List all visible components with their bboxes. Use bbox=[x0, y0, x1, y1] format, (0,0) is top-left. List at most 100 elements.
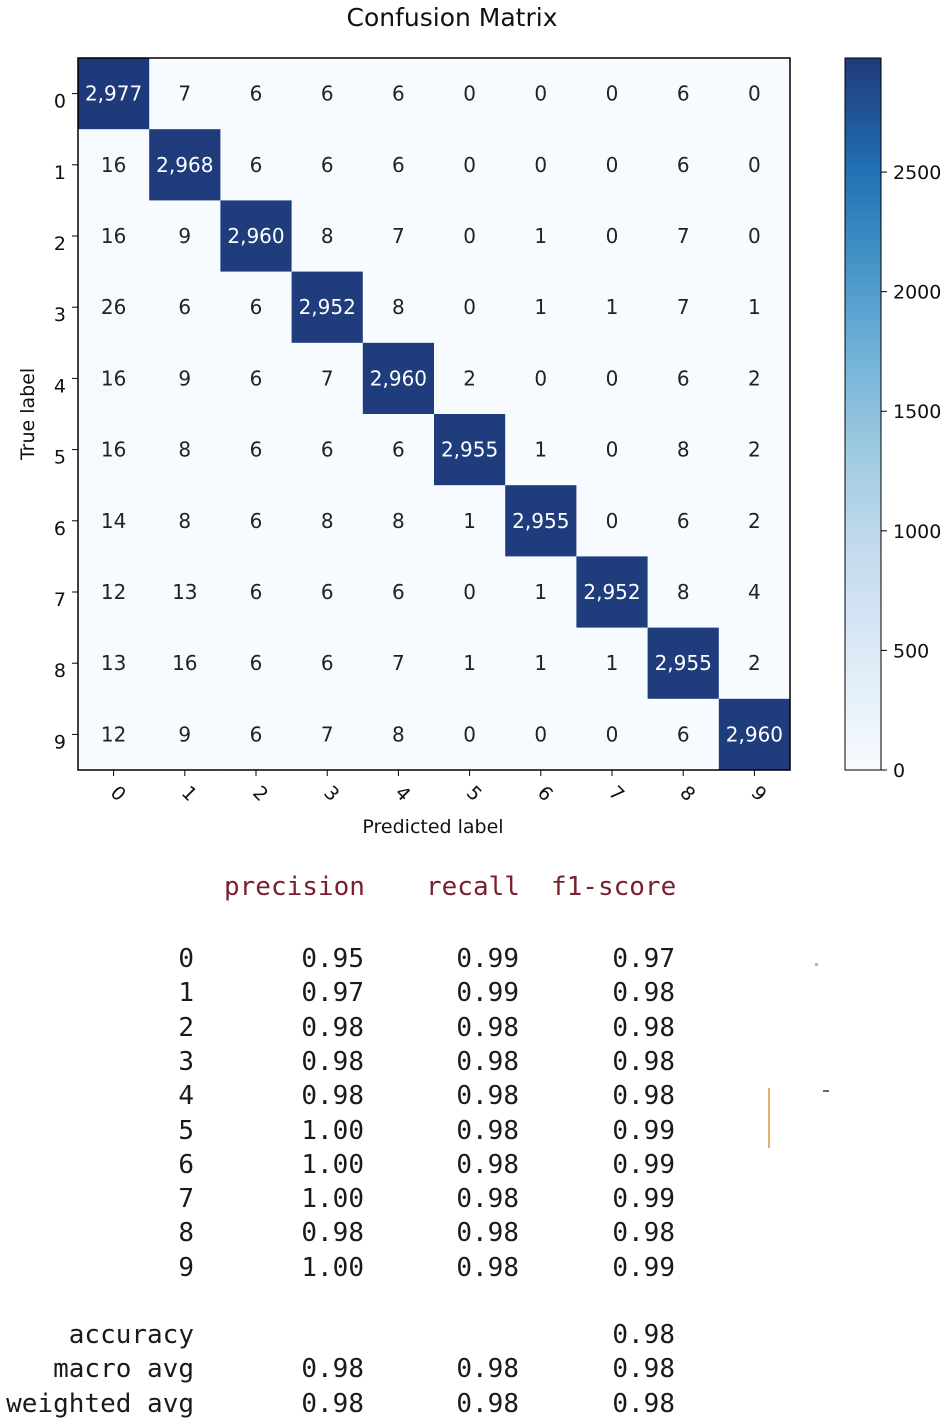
report-f1-value: 0.99 bbox=[612, 1252, 675, 1283]
cell-value-label: 16 bbox=[172, 651, 197, 675]
cell-value-label: 12 bbox=[101, 722, 126, 746]
report-precision-value: 0.95 bbox=[301, 944, 364, 974]
cell-value-label: 6 bbox=[392, 580, 405, 604]
cell-value-label: 0 bbox=[606, 722, 619, 746]
heatmap-cell bbox=[78, 342, 150, 415]
report-row-label: weighted avg bbox=[6, 1388, 194, 1419]
report-f1-value: 0.98 bbox=[612, 1354, 675, 1385]
cell-value-label: 2 bbox=[463, 366, 476, 390]
heatmap-cell bbox=[149, 58, 221, 130]
cell-value-label: 7 bbox=[677, 224, 690, 248]
report-recall-value: 0.98 bbox=[456, 1218, 519, 1249]
cell-value-label: 0 bbox=[463, 722, 476, 746]
cell-value-label: 0 bbox=[534, 82, 547, 106]
heatmap-cell bbox=[362, 414, 435, 486]
cell-value-label: 14 bbox=[101, 509, 126, 533]
heatmap-cell bbox=[220, 200, 293, 273]
heatmap-cell bbox=[505, 200, 577, 273]
cell-value-label: 4 bbox=[748, 580, 761, 604]
cell-value-label: 1 bbox=[606, 651, 619, 675]
heatmap-cell bbox=[647, 58, 720, 130]
heatmap-cell bbox=[647, 271, 720, 344]
cell-value-label: 0 bbox=[534, 722, 547, 746]
cell-value-label: 1 bbox=[463, 651, 476, 675]
heatmap-cell bbox=[149, 129, 221, 201]
cell-value-label: 0 bbox=[463, 82, 476, 106]
heatmap-cell bbox=[505, 271, 577, 344]
heatmap-cell bbox=[362, 271, 435, 344]
report-row-label: accuracy bbox=[68, 1320, 194, 1350]
cell-value-label: 0 bbox=[463, 295, 476, 319]
colorbar-tick-label: 2500 bbox=[893, 162, 941, 184]
heatmap-cell bbox=[576, 485, 649, 557]
heatmap-cell bbox=[78, 271, 150, 344]
cell-value-label: 1 bbox=[534, 651, 547, 675]
cell-value-label: 13 bbox=[172, 580, 197, 604]
cell-value-label: 8 bbox=[321, 224, 334, 248]
report-recall-value: 0.99 bbox=[456, 978, 519, 1009]
heatmap-cell bbox=[362, 58, 435, 130]
cell-value-label: 7 bbox=[392, 651, 405, 675]
heatmap-cell bbox=[505, 342, 577, 415]
report-row-label: 3 bbox=[178, 1046, 194, 1077]
cell-value-label: 2,955 bbox=[441, 438, 498, 462]
report-recall-value: 0.98 bbox=[456, 1115, 519, 1146]
heatmap-cell bbox=[149, 342, 221, 415]
report-f1-value: 0.98 bbox=[612, 1218, 675, 1249]
cell-value-label: 8 bbox=[178, 438, 191, 462]
heatmap-cell bbox=[78, 200, 150, 273]
cell-value-label: 7 bbox=[321, 722, 334, 746]
colorbar-tick-label: 1500 bbox=[893, 401, 941, 423]
cell-value-label: 2,955 bbox=[655, 651, 712, 675]
cell-value-label: 6 bbox=[321, 580, 334, 604]
cell-value-label: 7 bbox=[178, 82, 191, 106]
cell-value-label: 6 bbox=[321, 438, 334, 462]
heatmap-cell bbox=[78, 414, 150, 486]
heatmap-cell bbox=[362, 698, 435, 771]
cell-value-label: 8 bbox=[392, 509, 405, 533]
confusion-matrix-chart: Confusion Matrix 2,977 7 6 6 6 0 0 0 6 016 2,968 6 6… bbox=[17, 3, 941, 838]
x-tick-label: 2 bbox=[248, 782, 272, 806]
heatmap-cell bbox=[291, 200, 364, 273]
cell-value-label: 6 bbox=[392, 438, 405, 462]
cell-value-label: 0 bbox=[463, 580, 476, 604]
cell-value-label: 6 bbox=[677, 82, 690, 106]
report-precision-value: 1.00 bbox=[301, 1149, 364, 1180]
heatmap-cell bbox=[434, 627, 506, 700]
cell-value-label: 2,968 bbox=[156, 153, 213, 177]
header-f1-score: f1-score bbox=[551, 872, 677, 902]
y-tick-label: 9 bbox=[54, 731, 66, 753]
heatmap-cells: 2,977 7 6 6 6 0 0 0 6 016 2,968 6 6 6 0 0 0 6 016 9 2,960 8 7 0… bbox=[78, 58, 791, 771]
report-precision-value: 0.98 bbox=[301, 1218, 364, 1249]
colorbar bbox=[844, 57, 882, 771]
cell-value-label: 6 bbox=[250, 295, 263, 319]
plot-frame bbox=[77, 57, 791, 771]
heatmap-cell bbox=[291, 414, 364, 486]
heatmap-cell bbox=[220, 342, 293, 415]
cell-value-label: 6 bbox=[677, 722, 690, 746]
heatmap-cell bbox=[434, 342, 506, 415]
heatmap-cell bbox=[291, 627, 364, 700]
heatmap-cell bbox=[362, 556, 435, 629]
x-axis-ticks: 0 1 2 3 4 5 6 7 8 9 bbox=[106, 770, 771, 806]
heatmap-cell bbox=[362, 485, 435, 557]
cell-value-label: 6 bbox=[321, 82, 334, 106]
cell-value-label: 7 bbox=[392, 224, 405, 248]
cell-value-label: 2 bbox=[748, 509, 761, 533]
cell-value-label: 0 bbox=[606, 438, 619, 462]
cell-value-label: 0 bbox=[606, 366, 619, 390]
x-tick-label: 5 bbox=[462, 782, 486, 806]
heatmap-cell bbox=[362, 129, 435, 201]
report-f1-value: 0.98 bbox=[612, 1320, 675, 1350]
cell-value-label: 8 bbox=[392, 295, 405, 319]
heatmap-cell bbox=[362, 342, 435, 415]
heatmap-cell bbox=[220, 698, 293, 771]
cell-value-label: 16 bbox=[101, 366, 126, 390]
cell-value-label: 0 bbox=[748, 153, 761, 177]
heatmap-cell bbox=[505, 129, 577, 201]
heatmap-cell bbox=[149, 627, 221, 700]
heatmap-cell bbox=[647, 200, 720, 273]
heatmap-cell bbox=[647, 414, 720, 486]
report-precision-value: 0.98 bbox=[301, 1012, 364, 1043]
heatmap-cell bbox=[718, 271, 791, 344]
